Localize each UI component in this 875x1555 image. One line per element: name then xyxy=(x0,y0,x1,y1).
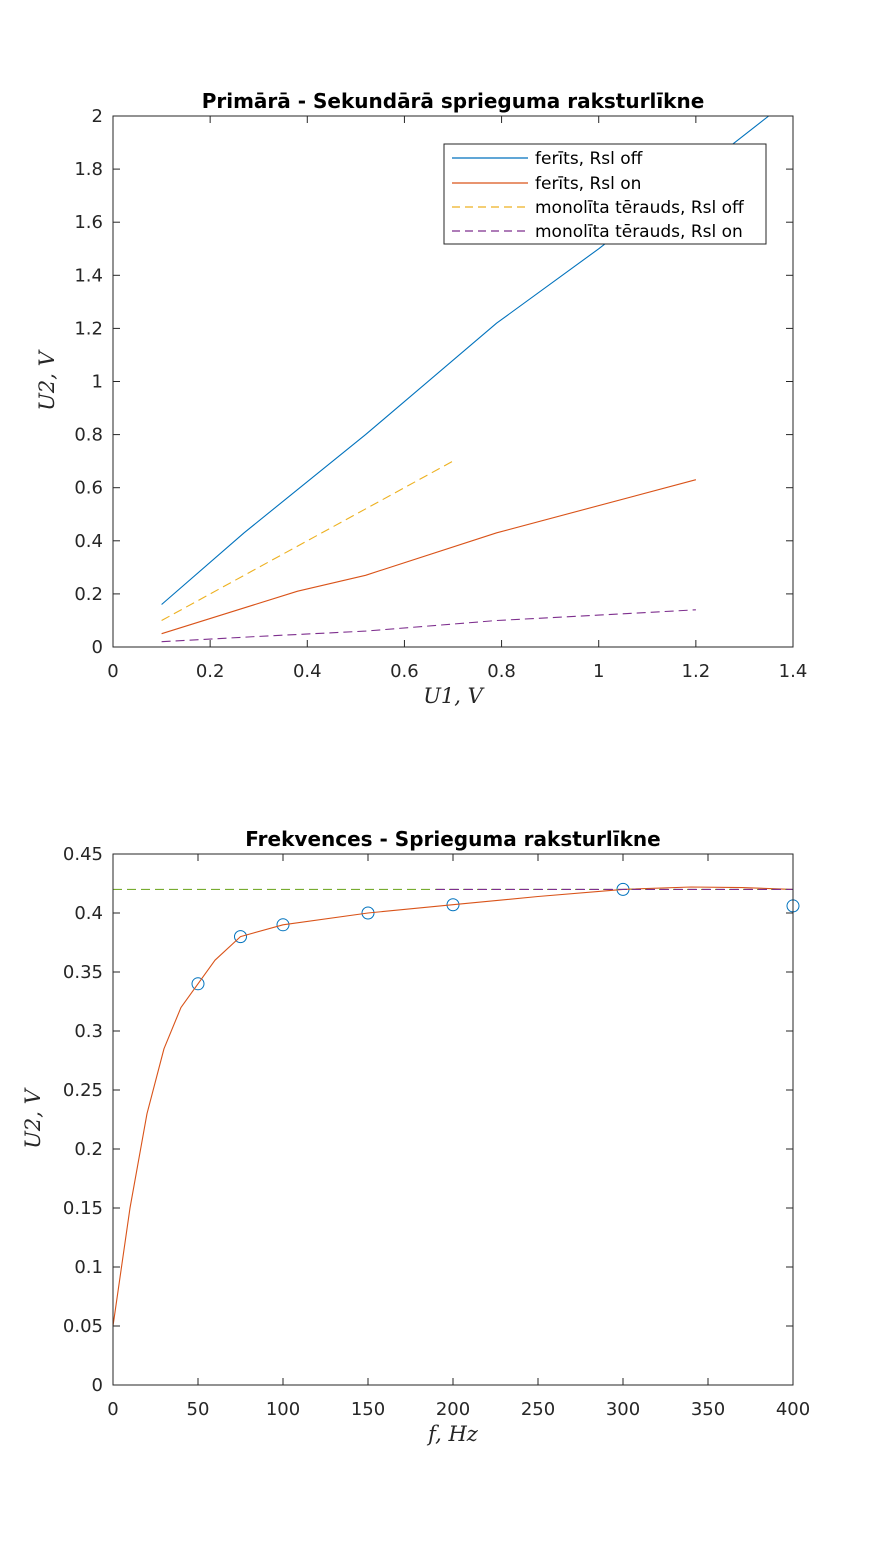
axis-ticks: 0 0.2 0.4 0.6 0.8 1 1.2 1.4 0 0.2 0.4 0.6 0.8 1 1.2 1.4… xyxy=(74,106,807,682)
x-tick-label: 1.4 xyxy=(779,661,808,682)
x-tick-label: 0 xyxy=(107,661,118,682)
legend-entry: ferīts, Rsl on xyxy=(535,174,641,194)
y-tick-label: 0.2 xyxy=(74,584,103,605)
y-tick-label: 0.4 xyxy=(74,903,103,924)
x-tick-label: 0.2 xyxy=(196,661,225,682)
series-line-3 xyxy=(161,460,454,621)
x-axis-label: f, Hz xyxy=(426,1422,479,1446)
x-tick-label: 300 xyxy=(606,1399,640,1420)
y-tick-label: 0 xyxy=(92,637,103,658)
legend-entry: ferīts, Rsl off xyxy=(535,149,644,169)
y-tick-label: 0.25 xyxy=(63,1080,103,1101)
y-tick-label: 0.8 xyxy=(74,425,103,446)
y-tick-label: 1.2 xyxy=(74,318,103,339)
x-tick-label: 100 xyxy=(266,1399,300,1420)
x-tick-label: 400 xyxy=(776,1399,810,1420)
legend-box xyxy=(443,143,767,245)
plot-area-frame xyxy=(112,853,794,1386)
frequency-characteristic-chart: Frekvences - Sprieguma raksturlīkne 0 50 1… xyxy=(21,827,810,1446)
y-tick-label: 1.4 xyxy=(74,265,103,286)
chart-title: Primārā - Sekundārā sprieguma raksturlīk… xyxy=(202,89,705,113)
y-tick-label: 0.1 xyxy=(74,1257,103,1278)
y-tick-label: 0 xyxy=(92,1375,103,1396)
y-tick-label: 0.45 xyxy=(63,844,103,865)
y-tick-label: 2 xyxy=(92,106,103,127)
y-tick-label: 0.15 xyxy=(63,1198,103,1219)
y-tick-label: 0.3 xyxy=(74,1021,103,1042)
y-tick-label: 1.6 xyxy=(74,212,103,233)
x-tick-label: 1 xyxy=(593,661,604,682)
x-tick-label: 0.6 xyxy=(390,661,419,682)
chart-title: Frekvences - Sprieguma raksturlīkne xyxy=(245,827,660,851)
x-tick-label: 250 xyxy=(521,1399,555,1420)
legend-entry: monolīta tērauds, Rsl off xyxy=(535,198,745,218)
y-tick-label: 0.6 xyxy=(74,478,103,499)
y-tick-label: 0.4 xyxy=(74,531,103,552)
axis-ticks: 0 50 100 150 200 250 300 350 400 0 0.05 0.1 0.15 0.2 0… xyxy=(63,844,810,1420)
x-tick-label: 1.2 xyxy=(682,661,711,682)
y-axis-label: U2, V xyxy=(35,349,59,410)
y-tick-label: 1.8 xyxy=(74,159,103,180)
x-tick-label: 350 xyxy=(691,1399,725,1420)
data-point-marker xyxy=(361,906,375,920)
legend-entry: monolīta tērauds, Rsl on xyxy=(535,222,743,242)
x-tick-label: 0 xyxy=(107,1399,118,1420)
x-tick-label: 0.8 xyxy=(487,661,516,682)
y-tick-label: 1 xyxy=(92,372,103,393)
y-tick-label: 0.2 xyxy=(74,1139,103,1160)
series-line-4 xyxy=(161,609,696,643)
series-line-2 xyxy=(161,479,697,635)
voltage-characteristic-chart: Primārā - Sekundārā sprieguma raksturlīk… xyxy=(35,89,807,708)
y-axis-label: U2, V xyxy=(21,1087,45,1148)
y-tick-label: 0.35 xyxy=(63,962,103,983)
data-point-marker xyxy=(234,930,247,944)
series-layer xyxy=(112,882,800,1327)
data-point-marker xyxy=(191,977,205,991)
x-tick-label: 50 xyxy=(187,1399,210,1420)
x-tick-label: 0.4 xyxy=(293,661,322,682)
x-axis-label: U1, V xyxy=(423,684,484,708)
data-point-marker xyxy=(276,918,290,932)
x-tick-label: 150 xyxy=(351,1399,385,1420)
x-tick-label: 200 xyxy=(436,1399,470,1420)
y-tick-label: 0.05 xyxy=(63,1316,103,1337)
series-line-2 xyxy=(112,886,794,1327)
legend: ferīts, Rsl off ferīts, Rsl on monolīta … xyxy=(443,143,767,245)
